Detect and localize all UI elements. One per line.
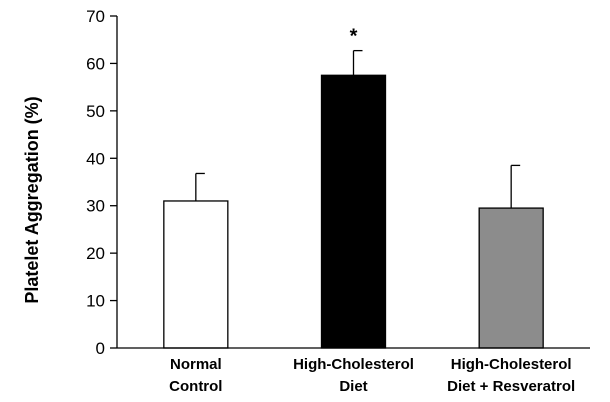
x-category-label: Normal (170, 356, 222, 373)
y-axis-label: Platelet Aggregation (%) (22, 96, 42, 303)
y-tick-label: 40 (86, 149, 105, 168)
y-axis: 0 10 20 30 40 50 60 70 (86, 7, 118, 358)
y-tick-label: 0 (96, 339, 105, 358)
x-category-label: Control (169, 378, 222, 395)
y-tick-label: 70 (86, 7, 105, 26)
x-axis: Normal Control High-Cholesterol Diet High-Ch… (117, 347, 590, 395)
bar-1 (163, 200, 229, 349)
y-tick-label: 10 (86, 292, 105, 311)
y-tick-label: 60 (86, 54, 105, 73)
bars (163, 74, 544, 349)
x-category-label: High-Cholesterol (293, 356, 414, 373)
y-tick-label: 20 (86, 244, 105, 263)
bar-2 (320, 74, 387, 349)
bar-3 (478, 207, 544, 349)
x-category-label: Diet + Resveratrol (447, 378, 575, 395)
y-tick-label: 50 (86, 102, 105, 121)
error-bars (195, 49, 521, 209)
significance-annotations: * (350, 26, 358, 48)
y-tick-label: 30 (86, 197, 105, 216)
x-category-label: Diet (339, 378, 367, 395)
x-category-label: High-Cholesterol (451, 356, 572, 373)
significance-marker: * (350, 26, 358, 48)
